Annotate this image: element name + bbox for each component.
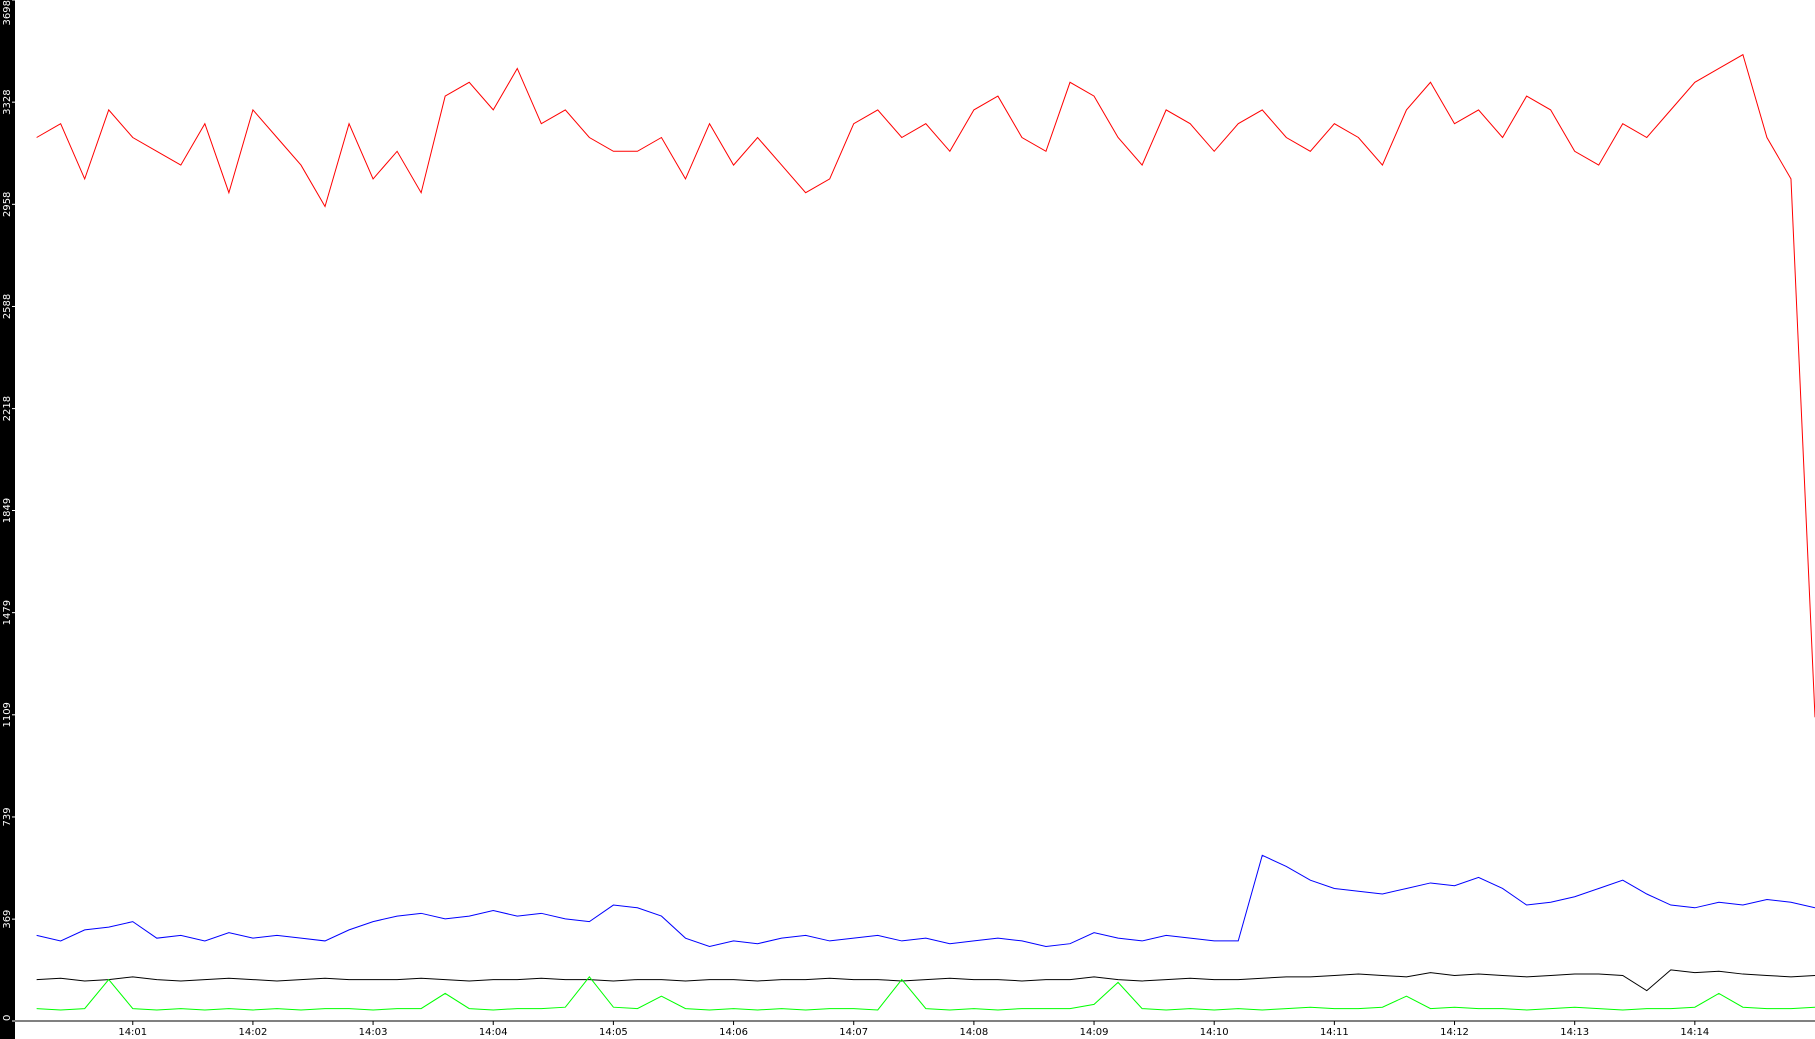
x-tick-label: 14:04 — [479, 1027, 508, 1038]
series-line — [36, 854, 1815, 947]
y-tick-label: 1479 — [2, 600, 13, 625]
x-tick-label: 14:06 — [719, 1027, 748, 1038]
series-line — [36, 53, 1815, 718]
y-tick-label: 0 — [2, 1015, 13, 1021]
y-tick-label: 1849 — [2, 498, 13, 523]
y-tick-label: 1109 — [2, 702, 13, 727]
x-tick-label: 14:02 — [239, 1027, 268, 1038]
x-tick-label: 14:08 — [959, 1027, 988, 1038]
y-tick-label: 3328 — [2, 89, 13, 114]
y-tick-label: 2218 — [2, 396, 13, 421]
x-tick-label: 14:14 — [1680, 1027, 1709, 1038]
series-line — [36, 969, 1815, 992]
x-tick-label: 14:07 — [839, 1027, 868, 1038]
y-tick-label: 369 — [2, 910, 13, 929]
y-tick-label: 2958 — [2, 192, 13, 217]
x-tick-label: 14:03 — [359, 1027, 388, 1038]
x-tick-label: 14:05 — [599, 1027, 628, 1038]
x-tick-label: 14:11 — [1320, 1027, 1349, 1038]
y-axis-strip — [0, 0, 15, 1039]
x-tick-label: 14:12 — [1440, 1027, 1469, 1038]
series-line — [36, 976, 1815, 1011]
x-tick-label: 14:10 — [1200, 1027, 1229, 1038]
x-tick-label: 14:09 — [1080, 1027, 1109, 1038]
y-tick-label: 2588 — [2, 294, 13, 319]
x-tick-label: 14:01 — [118, 1027, 147, 1038]
x-tick-label: 14:13 — [1560, 1027, 1589, 1038]
y-tick-label: 739 — [2, 807, 13, 826]
y-tick-label: 3698 — [2, 0, 13, 25]
